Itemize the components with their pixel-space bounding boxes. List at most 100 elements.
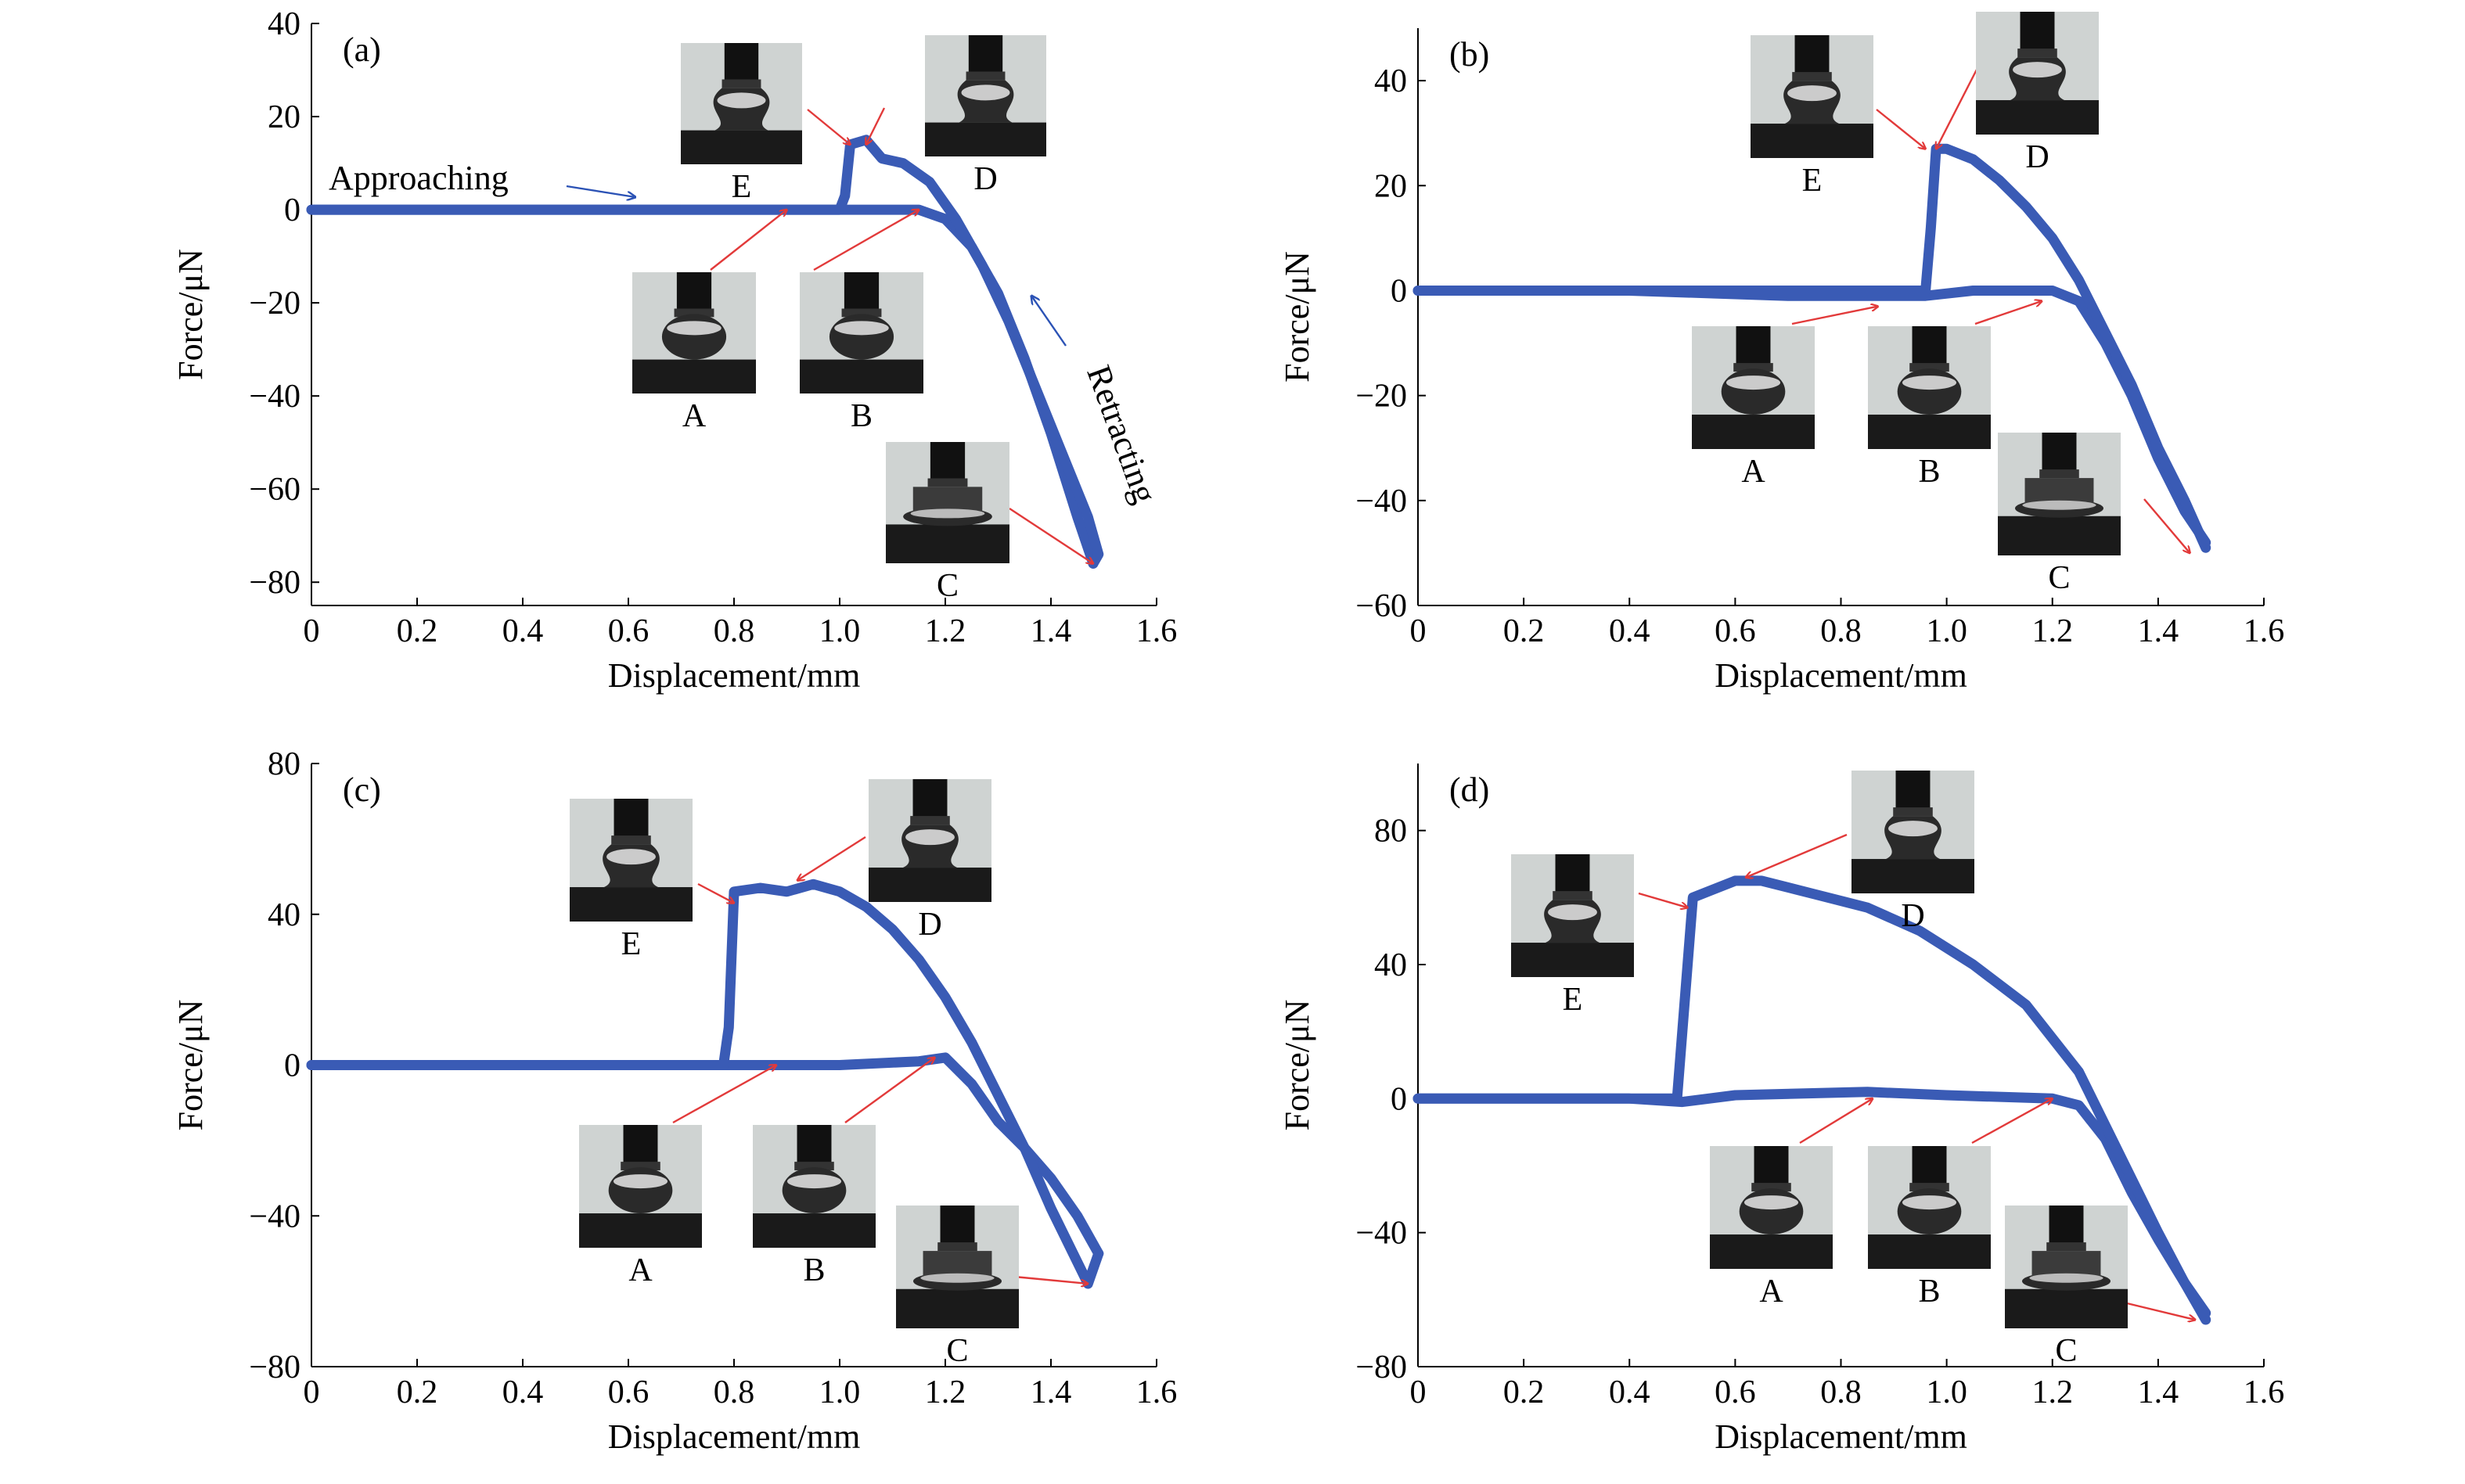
photo-needle: [1895, 771, 1931, 810]
inset-photo-a: A: [579, 1125, 702, 1288]
inset-label-c: C: [2055, 1333, 2077, 1369]
photo-highlight: [905, 829, 955, 846]
photo-substrate: [632, 359, 756, 393]
x-tick-label: 0.4: [1609, 613, 1650, 649]
inset-photo-d: D: [925, 35, 1046, 197]
y-tick-label: −80: [249, 1349, 300, 1385]
x-axis-label: Displacement/mm: [1715, 656, 1967, 695]
inset-label-c: C: [937, 568, 959, 604]
photo-needle-collar: [674, 308, 714, 318]
series-line-2: [1412, 875, 2211, 1325]
photo-needle: [844, 272, 880, 311]
photo-needle-collar: [794, 1162, 834, 1171]
inset-label-c: C: [2048, 560, 2070, 596]
inset-photo-a: A: [1692, 326, 1815, 490]
inset-label-b: B: [1918, 454, 1940, 490]
x-tick-label: 1.2: [2032, 613, 2074, 649]
photo-highlight: [1888, 821, 1938, 837]
photo-droplet: [661, 314, 727, 360]
inset-label-b: B: [851, 398, 873, 434]
x-tick-label: 1.6: [1136, 613, 1178, 649]
photo-needle-collar: [2046, 1242, 2086, 1252]
x-tick-label: 0.6: [1715, 613, 1756, 649]
x-tick-label: 1.6: [1136, 1374, 1178, 1410]
callout-arrow-b: [844, 1058, 935, 1123]
photo-highlight: [1902, 375, 1957, 390]
inset-label-d: D: [918, 907, 941, 943]
x-tick-label: 1.0: [819, 1374, 861, 1410]
x-tick-label: 1.4: [2138, 1374, 2179, 1410]
inset-label-b: B: [1918, 1274, 1940, 1310]
photo-highlight: [613, 1174, 668, 1189]
inset-photo-c: C: [2005, 1206, 2128, 1369]
x-tick-label: 0.8: [1820, 1374, 1862, 1410]
photo-substrate: [681, 130, 802, 164]
photo-highlight: [1726, 375, 1781, 390]
photo-substrate: [1868, 415, 1991, 449]
photo-needle: [968, 35, 1003, 74]
y-tick-label: 40: [1374, 947, 1407, 983]
y-tick-label: −20: [249, 286, 300, 322]
callout-arrow-c: [2143, 498, 2190, 553]
x-tick-label: 0.8: [714, 613, 755, 649]
x-tick-label: 0.6: [1715, 1374, 1756, 1410]
x-tick-label: 0.4: [502, 1374, 544, 1410]
x-tick-label: 0.8: [714, 1374, 755, 1410]
photo-needle-collar: [2039, 469, 2079, 479]
y-tick-label: −40: [1355, 1216, 1407, 1252]
photo-substrate: [1976, 100, 2099, 135]
x-tick-label: 0.2: [397, 1374, 438, 1410]
photo-needle-collar: [927, 478, 968, 487]
inset-label-d: D: [1901, 898, 1924, 934]
photo-droplet: [1897, 1188, 1962, 1235]
inset-photo-b: B: [753, 1125, 876, 1288]
y-tick-label: 40: [268, 897, 300, 933]
inset-label-e: E: [621, 926, 642, 962]
photo-needle-collar: [841, 308, 882, 318]
photo-needle: [1736, 326, 1771, 366]
y-tick-label: 40: [1374, 63, 1407, 99]
callout-arrow-a: [710, 210, 787, 271]
y-tick-label: 0: [284, 192, 300, 228]
x-tick-label: 0.6: [608, 613, 650, 649]
photo-substrate: [1751, 124, 1873, 158]
y-axis-label: Force/μN: [171, 249, 210, 380]
inset-label-c: C: [946, 1333, 968, 1369]
photo-droplet: [1721, 368, 1786, 415]
photo-needle: [1555, 854, 1590, 894]
inset-label-e: E: [1802, 163, 1823, 199]
photo-highlight: [717, 92, 766, 109]
callout-arrow-c: [1013, 1275, 1088, 1284]
x-tick-label: 0.4: [1609, 1374, 1650, 1410]
x-tick-label: 1.0: [1926, 1374, 1967, 1410]
x-tick-label: 1.0: [1926, 613, 1967, 649]
y-tick-label: −40: [249, 379, 300, 415]
photo-needle: [2042, 433, 2077, 473]
callout-arrow-a: [1799, 1098, 1873, 1144]
photo-needle-collar: [910, 816, 950, 825]
y-tick-label: −40: [249, 1198, 300, 1234]
x-tick-label: 1.0: [819, 613, 861, 649]
approaching-arrow: [566, 185, 635, 197]
photo-highlight: [606, 849, 656, 865]
chart-panel-b: 0 0.2 0.4 0.6 0.8 1.0 1.2 1.4 1.6 40 20 0 −20 −40 −60 D…: [1278, 28, 2284, 695]
x-tick-label: 1.4: [1031, 613, 1072, 649]
photo-highlight: [2029, 1273, 2103, 1283]
panel-label: (c): [343, 771, 381, 809]
y-tick-label: −80: [249, 565, 300, 601]
photo-substrate: [753, 1213, 876, 1248]
photo-substrate: [800, 359, 923, 393]
series-line-2: [1412, 143, 2211, 553]
y-tick-label: 0: [1391, 273, 1407, 309]
y-tick-label: −80: [1355, 1349, 1407, 1385]
photo-substrate: [579, 1213, 702, 1248]
x-tick-label: 0.6: [608, 1374, 650, 1410]
photo-needle-collar: [937, 1242, 977, 1252]
x-tick-label: 0.2: [397, 613, 438, 649]
y-tick-label: −40: [1355, 483, 1407, 519]
x-tick-label: 0: [304, 613, 320, 649]
y-tick-label: 40: [268, 6, 300, 42]
x-tick-label: 1.2: [925, 613, 966, 649]
photo-needle: [676, 272, 712, 311]
